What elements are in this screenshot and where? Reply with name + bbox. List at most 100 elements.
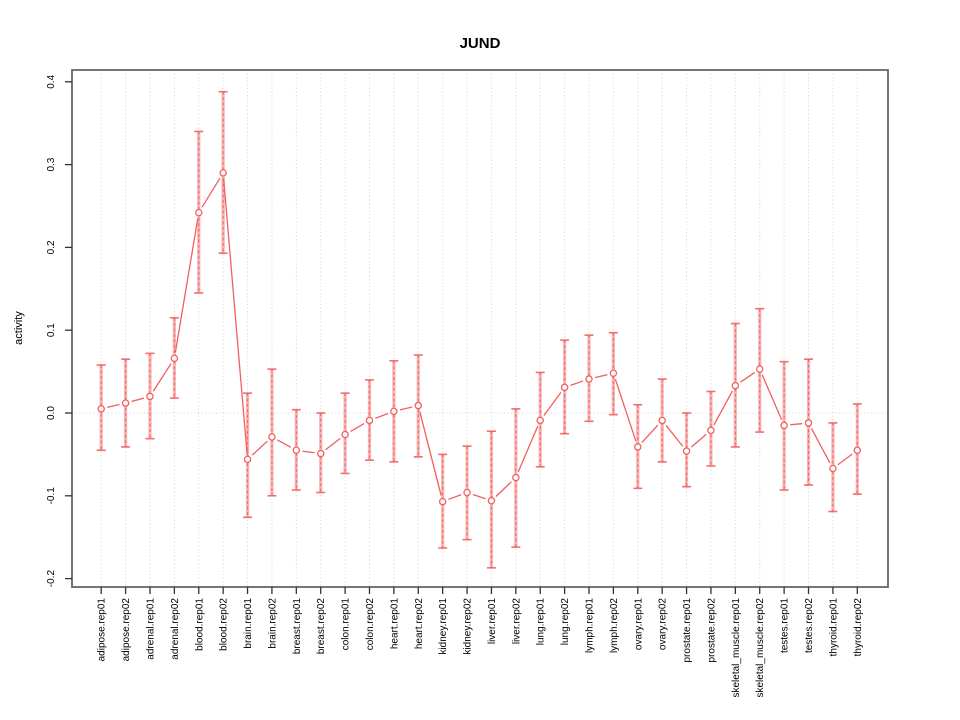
y-tick-label: -0.2 [46,570,57,588]
x-tick-label: skeletal_muscle.rep01 [731,598,742,698]
series-segment [837,453,853,466]
x-tick-label: ovary.rep02 [658,598,669,651]
data-point [316,449,325,458]
series-segment [152,363,172,392]
series-segment [201,177,221,208]
data-series-group [96,90,862,569]
y-axis-label: activity [13,311,25,345]
data-point [536,416,544,425]
x-tick-label: skeletal_muscle.rep02 [755,598,766,698]
series-segment [517,425,539,473]
series-segment [277,439,292,448]
data-point [146,392,154,401]
series-segment [174,218,199,353]
x-tick-label: lymph.rep01 [585,598,596,653]
data-point [219,169,227,177]
series-segment [594,374,608,379]
x-tick-label: lung.rep01 [536,598,547,646]
data-point [512,473,520,482]
data-point [292,446,301,455]
x-tick-label: breast.rep01 [292,598,303,655]
series-segment [570,380,584,386]
x-tick-label: lymph.rep02 [609,598,620,653]
y-tick-label: 0.1 [46,323,57,337]
series-segment [543,391,562,416]
data-point [658,416,666,425]
series-segment [399,406,413,411]
series-segment [641,424,659,443]
data-point [341,430,349,439]
x-tick-label: blood.rep02 [219,598,230,651]
y-tick-label: 0.2 [46,240,57,254]
data-point [609,369,618,378]
x-tick-label: prostate.rep02 [706,598,717,663]
x-tick-label: testes.rep01 [780,598,791,653]
series-segment [302,450,315,454]
data-point [682,447,691,455]
data-point [243,455,252,464]
y-tick-label: 0.4 [46,74,57,88]
series-segment [419,411,442,496]
chart-title: JUND [460,35,501,52]
series-segment [740,372,755,383]
x-tick-label: thyroid.rep01 [828,598,839,657]
series-segment [107,403,120,409]
x-tick-label: breast.rep02 [316,598,327,655]
y-tick-label: -0.1 [46,487,57,505]
data-point [390,407,398,416]
x-tick-label: colon.rep01 [341,598,352,651]
data-point [97,405,105,413]
x-tick-label: adrenal.rep01 [145,598,156,660]
x-tick-label: liver.rep02 [511,598,522,645]
series-segment [614,378,637,442]
x-tick-label: liver.rep01 [487,598,498,645]
x-tick-label: ovary.rep01 [633,598,644,651]
x-tick-label: blood.rep01 [194,598,205,651]
series-segment [251,440,268,456]
data-point [731,381,740,390]
series-segment [665,424,684,447]
axes-group: 0.4 0.3 0.2 0.1 0.0 -0.1 -0.2 adipose.rep01 adip… [46,69,889,698]
data-point [804,419,813,427]
x-tick-label: adipose.rep02 [121,598,132,662]
y-tick-label: 0.3 [46,157,57,171]
series-segment [761,374,783,420]
series-segment [690,433,707,448]
data-point [634,443,642,451]
data-point [170,354,179,363]
data-point [829,464,837,473]
data-point [121,399,130,407]
series-segment [448,494,462,501]
data-point [487,497,496,505]
series-segment [495,481,512,497]
series-segment [223,179,248,454]
x-tick-label: heart.rep01 [389,598,400,650]
x-tick-label: adipose.rep01 [97,598,108,662]
x-tick-label: kidney.rep02 [463,598,474,655]
data-point [268,433,276,441]
series-segment [350,422,365,432]
x-tick-label: kidney.rep01 [438,598,449,655]
x-tick-label: thyroid.rep02 [853,598,864,657]
data-point [560,383,569,392]
data-point [365,416,374,425]
y-tick-label: 0.0 [46,406,57,420]
series-segment [713,390,733,426]
x-tick-label: adrenal.rep02 [170,598,181,660]
x-tick-label: testes.rep02 [804,598,815,653]
x-tick-label: prostate.rep01 [682,598,693,663]
data-point [853,446,862,455]
x-tick-label: heart.rep02 [414,598,425,650]
data-point [755,365,764,373]
plot-border [71,69,889,588]
x-tick-label: lung.rep02 [560,598,571,646]
series-segment [790,422,803,426]
data-point [438,497,447,506]
data-point [780,421,788,430]
x-tick-label: colon.rep02 [365,598,376,651]
data-point [195,208,203,217]
series-segment [472,493,486,500]
x-tick-label: brain.rep01 [243,598,254,649]
